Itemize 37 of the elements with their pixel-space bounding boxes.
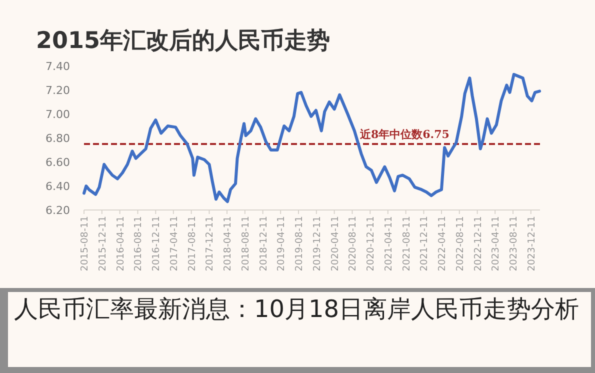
line-series [82, 72, 542, 204]
x-tick-label: 2020-08-11 [348, 216, 359, 272]
x-tick-label: 2019-04-11 [276, 216, 288, 272]
x-tick-label: 2021-04-11 [383, 216, 394, 272]
x-tick-label: 2018-04-11 [222, 216, 234, 272]
x-tick-label: 2022-04-11 [436, 216, 448, 272]
x-tick-label: 2023-08-11 [508, 216, 520, 272]
y-tick-label: 7.20 [46, 84, 70, 97]
x-tick-label: 2020-12-11 [366, 216, 377, 272]
y-tick-label: 6.60 [46, 156, 70, 169]
y-tick-label: 7.40 [46, 60, 70, 73]
chart-title: 2015年汇改后的人民币走势 [36, 28, 330, 54]
x-tick-label: 2017-12-11 [204, 216, 216, 272]
x-tick-label: 2016-12-11 [151, 216, 162, 272]
x-tick-label: 2022-12-11 [472, 216, 484, 272]
x-tick-label: 2023-12-11 [526, 216, 538, 272]
x-tick-label: 2023-04-11 [490, 216, 502, 272]
x-tick-label: 2021-08-11 [401, 216, 412, 272]
x-tick-label: 2016-04-11 [115, 216, 126, 272]
x-tick-label: 2016-08-11 [133, 216, 144, 272]
x-tick-label: 2018-12-11 [258, 216, 270, 272]
x-tick-label: 2018-08-11 [240, 216, 252, 272]
y-tick-label: 6.80 [46, 132, 70, 145]
y-tick-label: 6.40 [46, 180, 70, 193]
y-tick-label: 6.20 [46, 204, 70, 217]
x-tick-label: 2015-08-11 [80, 216, 90, 272]
x-tick-label: 2017-08-11 [186, 216, 198, 272]
ref-line-label: 近8年中位数6.75 [359, 128, 450, 141]
x-tick-label: 2020-04-11 [330, 216, 341, 272]
y-tick-label: 7.00 [46, 108, 70, 121]
x-tick-label: 2017-04-11 [168, 216, 180, 272]
x-tick-label: 2015-12-11 [97, 216, 108, 272]
text: 人民币汇率最新消息：10月18日离岸人民币走势分析 [14, 294, 580, 325]
x-tick-label: 2019-12-11 [312, 216, 323, 272]
x-tick-label: 2021-12-11 [419, 216, 430, 272]
x-tick-label: 2022-08-11 [454, 216, 466, 272]
x-tick-label: 2019-08-11 [294, 216, 305, 272]
